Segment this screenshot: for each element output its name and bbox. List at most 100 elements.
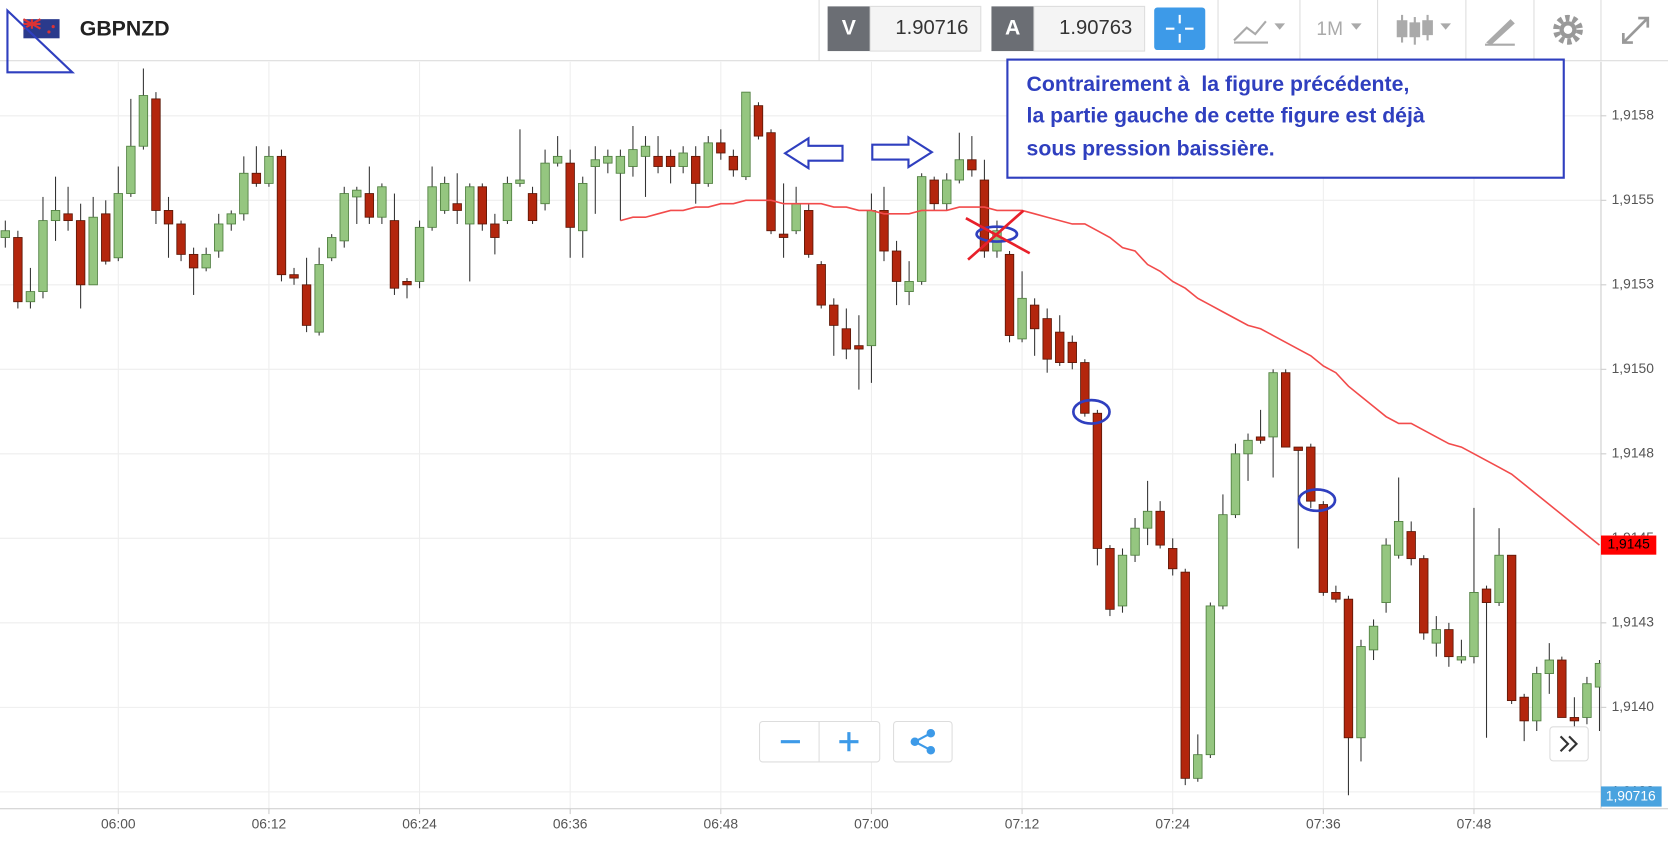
candle-body [854,345,864,350]
settings-icon[interactable] [1553,14,1583,45]
candle-body [176,223,186,255]
scroll-right-icon [1559,735,1579,753]
candle-body [527,193,538,222]
candle-body [427,186,437,228]
candle-body [502,182,513,222]
y-tick-label: 1,9143 [1612,613,1655,629]
candle-body [1506,554,1517,702]
bid-button[interactable] [827,6,871,52]
candle-body [251,172,262,184]
candle-body [1306,446,1316,502]
candle-body [75,220,86,286]
highlight-ellipse [1072,398,1111,425]
drawing-icon[interactable] [1485,19,1515,46]
candle-body [841,328,852,350]
candle-body [151,98,161,211]
candle-body [1431,629,1441,644]
candle-body [703,142,713,184]
candle-body [1481,588,1492,603]
candle-body [640,145,651,157]
candles-icon[interactable] [1396,14,1451,45]
y-tick-label: 1,9155 [1612,191,1655,207]
candle-body [1406,531,1416,560]
candle-body [678,152,688,167]
y-tick-label: 1,9148 [1612,444,1655,460]
candle-body [816,264,826,306]
bid-price: 1.90716 [895,17,968,39]
candle-body [289,274,299,279]
candle-body [916,176,927,282]
highlight-ellipse [1297,488,1337,513]
right-arrow [871,135,934,170]
bid-price-tag [1600,786,1662,807]
candle-body [13,237,23,303]
crosshair-icon [1165,14,1194,43]
candle-body [88,216,98,286]
bid-box [869,5,982,52]
candle-body [1519,696,1529,722]
candle-body [778,233,789,238]
y-tick-label: 1,9158 [1612,106,1655,122]
candle-body [63,213,73,222]
plot [0,68,1601,796]
candle-body [804,210,814,255]
candle-body [465,186,475,225]
candle-body [1042,318,1052,360]
expand-icon[interactable] [1621,16,1650,44]
zoom-in[interactable] [839,732,859,752]
annotation-line: sous pression baissière. [1027,137,1275,161]
candle-body [741,91,751,178]
candle-body [389,220,400,289]
candle-body [339,193,349,242]
annotation-triangle [6,8,75,74]
candle-body [276,155,287,276]
candle-body [1544,659,1554,674]
annotation-box [1006,58,1565,179]
candle-body [101,213,111,262]
dropdown-icon [1350,23,1362,30]
candle-body [377,186,387,218]
candle-body [1142,510,1153,529]
candle-body [653,155,663,167]
y-tick-label: 1,9150 [1612,360,1655,376]
candle-body [1356,646,1366,739]
candle-body [891,250,902,282]
chart-type-icon[interactable] [1233,20,1286,44]
candle-body [615,155,626,174]
moving-average-line [620,199,1600,546]
candle-body [1105,548,1115,610]
candle-body [791,203,801,232]
ask-label: A [1005,15,1020,39]
candle-body [1456,656,1467,661]
candle-body [1469,591,1479,658]
share-button[interactable] [893,720,953,763]
candle-body [1419,558,1429,634]
candle-body [1343,598,1354,739]
candle-body [1569,717,1580,722]
ask-button[interactable] [991,6,1034,52]
candle-body [314,264,324,333]
candle-body [716,142,726,154]
candle-body [979,179,990,252]
x-tick-label: 06:00 [101,815,136,831]
candle-body [879,210,889,252]
candle-body [1080,362,1090,414]
candle-body [1393,521,1404,556]
candle-body [954,159,964,181]
candle-body [578,182,588,232]
x-tick-label: 07:12 [1005,815,1040,831]
candle-body [1004,253,1015,336]
candle-body [1557,659,1567,718]
candle-body [1055,331,1065,363]
candle-body [25,291,36,303]
candle-body [590,159,600,167]
candle-body [50,210,61,222]
timeframe[interactable]: 1M [1316,19,1343,40]
candle-body [665,155,676,167]
candle-body [239,172,249,215]
candle-body [766,132,776,232]
crosshair-button[interactable] [1154,7,1206,51]
candle-body [1205,605,1216,756]
x-tick-label: 07:00 [854,815,889,831]
